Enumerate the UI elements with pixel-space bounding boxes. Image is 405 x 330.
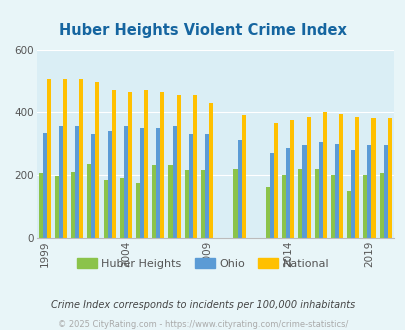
Bar <box>43 133 47 238</box>
Bar <box>38 173 43 238</box>
Bar <box>156 128 160 238</box>
Bar <box>107 131 111 238</box>
Bar <box>111 90 115 238</box>
Bar <box>286 148 290 238</box>
Bar <box>383 145 387 238</box>
Bar <box>160 92 164 238</box>
Bar <box>119 178 124 238</box>
Bar <box>79 79 83 238</box>
Bar <box>338 114 342 238</box>
Bar <box>265 187 269 238</box>
Bar <box>387 118 391 238</box>
Bar <box>87 164 91 238</box>
Text: Huber Heights Violent Crime Index: Huber Heights Violent Crime Index <box>59 23 346 38</box>
Bar <box>63 79 67 238</box>
Bar <box>144 90 148 238</box>
Bar <box>379 173 383 238</box>
Bar <box>314 169 318 238</box>
Bar <box>128 92 132 238</box>
Text: © 2025 CityRating.com - https://www.cityrating.com/crime-statistics/: © 2025 CityRating.com - https://www.city… <box>58 319 347 329</box>
Bar <box>140 128 144 238</box>
Bar <box>205 134 209 238</box>
Bar <box>330 175 334 238</box>
Bar <box>318 142 322 238</box>
Bar <box>302 145 306 238</box>
Bar <box>95 82 99 238</box>
Bar <box>281 175 286 238</box>
Bar <box>237 141 241 238</box>
Bar <box>103 180 107 238</box>
Bar <box>47 79 51 238</box>
Bar <box>350 150 354 238</box>
Bar <box>75 126 79 238</box>
Bar <box>209 103 213 238</box>
Bar <box>334 144 338 238</box>
Bar <box>152 166 156 238</box>
Bar <box>188 134 192 238</box>
Bar <box>354 117 358 238</box>
Bar <box>71 172 75 238</box>
Bar <box>55 177 59 238</box>
Bar <box>184 170 188 238</box>
Bar <box>192 95 196 238</box>
Bar <box>176 95 180 238</box>
Bar <box>200 170 205 238</box>
Bar <box>298 169 302 238</box>
Bar <box>306 117 310 238</box>
Bar <box>290 120 294 238</box>
Bar <box>241 115 245 238</box>
Bar <box>233 169 237 238</box>
Bar <box>322 112 326 238</box>
Text: Crime Index corresponds to incidents per 100,000 inhabitants: Crime Index corresponds to incidents per… <box>51 300 354 310</box>
Legend: Huber Heights, Ohio, National: Huber Heights, Ohio, National <box>72 254 333 273</box>
Bar <box>273 123 277 238</box>
Bar <box>367 145 371 238</box>
Bar <box>136 183 140 238</box>
Bar <box>168 166 172 238</box>
Bar <box>59 126 63 238</box>
Bar <box>362 175 367 238</box>
Bar <box>124 126 128 238</box>
Bar <box>172 126 176 238</box>
Bar <box>346 190 350 238</box>
Bar <box>91 134 95 238</box>
Bar <box>269 153 273 238</box>
Bar <box>371 118 375 238</box>
